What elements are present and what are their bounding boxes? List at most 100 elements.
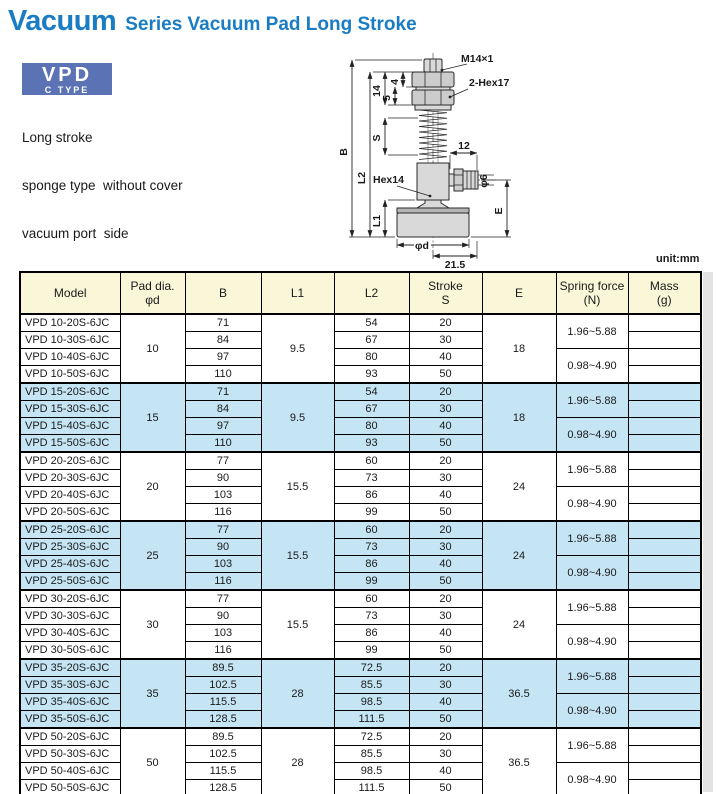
b-cell: 103 (184, 555, 262, 573)
mass-cell (627, 693, 702, 711)
b-cell: 84 (184, 331, 262, 349)
mass-cell (627, 624, 702, 642)
b-cell: 115.5 (184, 762, 262, 780)
model-cell: VPD 10-50S-6JC (19, 365, 121, 384)
model-cell: VPD 35-50S-6JC (19, 710, 121, 729)
model-cell: VPD 25-20S-6JC (19, 520, 121, 539)
dim-label-B: B (338, 148, 350, 156)
stroke-cell: 40 (408, 348, 483, 366)
stroke-cell: 30 (408, 331, 483, 349)
spring-force-cell: 0.98~4.90 (555, 624, 629, 660)
l1-cell: 15.5 (260, 520, 335, 591)
b-cell: 89.5 (184, 727, 262, 746)
table-row: VPD 10-20S-6JC 10 71 9.5 54 20 18 1.96~5.88 (19, 313, 702, 384)
l1-cell: 9.5 (260, 313, 335, 384)
sponge-pad (396, 212, 470, 238)
table-row: VPD 30-50S-6JC 116 99 50 (19, 641, 702, 660)
b-cell: 90 (184, 469, 262, 487)
badge-model-code: VPD (41, 64, 93, 86)
pad-dia-cell: 50 (119, 727, 186, 794)
l2-cell: 72.5 (333, 727, 410, 746)
stroke-cell: 50 (408, 572, 483, 591)
l2-cell: 86 (333, 486, 410, 504)
e-cell: 18 (481, 382, 557, 453)
model-cell: VPD 50-30S-6JC (19, 745, 121, 763)
column-header: Model (19, 271, 121, 315)
mass-cell (627, 555, 702, 573)
fitting-hex-collar (453, 168, 464, 192)
table-row: VPD 50-50S-6JC 128.5 111.5 50 (19, 779, 702, 794)
pad-group: VPD 30-20S-6JC 30 77 15.5 60 20 24 1.96~5.88 VPD… (19, 589, 702, 660)
l2-cell: 86 (333, 555, 410, 573)
page-title: Vacuum Series Vacuum Pad Long Stroke (8, 5, 417, 38)
b-cell: 115.5 (184, 693, 262, 711)
l2-cell: 73 (333, 607, 410, 625)
pad-group: VPD 10-20S-6JC 10 71 9.5 54 20 18 1.96~5.88 VPD … (19, 313, 702, 384)
mass-cell (627, 331, 702, 349)
mass-cell (627, 538, 702, 556)
pad-dia-cell: 20 (119, 451, 186, 522)
table-row: VPD 50-40S-6JC 115.5 98.5 40 0.98~4.90 (19, 762, 702, 794)
series-name: Vacuum (8, 5, 117, 37)
l1-cell: 15.5 (260, 451, 335, 522)
stroke-cell: 30 (408, 745, 483, 763)
b-cell: 77 (184, 451, 262, 470)
table-row: VPD 30-30S-6JC 90 73 30 (19, 607, 702, 625)
pad-dia-cell: 10 (119, 313, 186, 384)
stroke-cell: 20 (408, 727, 483, 746)
dim-label-S: S (371, 134, 383, 141)
column-header: L1 (260, 271, 335, 315)
stroke-cell: 20 (408, 313, 483, 332)
mass-cell (627, 710, 702, 729)
pad-dia-cell: 25 (119, 520, 186, 591)
pad-dia-cell: 35 (119, 658, 186, 729)
mass-cell (627, 313, 702, 332)
l2-cell: 54 (333, 382, 410, 401)
l1-cell: 9.5 (260, 382, 335, 453)
stroke-cell: 30 (408, 538, 483, 556)
leader-dot (428, 194, 432, 198)
l2-cell: 60 (333, 589, 410, 608)
e-cell: 18 (481, 313, 557, 384)
l2-cell: 85.5 (333, 676, 410, 694)
stroke-cell: 50 (408, 710, 483, 729)
e-cell: 36.5 (481, 658, 557, 729)
stroke-cell: 20 (408, 451, 483, 470)
spring-force-cell: 0.98~4.90 (555, 762, 629, 794)
b-cell: 90 (184, 538, 262, 556)
stroke-cell: 40 (408, 762, 483, 780)
l2-cell: 60 (333, 520, 410, 539)
push-in-fitting (462, 170, 479, 190)
column-header: Spring force (N) (555, 271, 629, 315)
mass-cell (627, 469, 702, 487)
spring-force-cell: 0.98~4.90 (555, 693, 629, 729)
stroke-cell: 20 (408, 382, 483, 401)
spring-force-cell: 0.98~4.90 (555, 555, 629, 591)
b-cell: 77 (184, 520, 262, 539)
table-row: VPD 35-40S-6JC 115.5 98.5 40 0.98~4.90 (19, 693, 702, 729)
description-line: sponge type without cover (22, 178, 183, 193)
stroke-cell: 40 (408, 555, 483, 573)
stroke-cell: 50 (408, 779, 483, 794)
column-header: L2 (333, 271, 410, 315)
pad-group: VPD 20-20S-6JC 20 77 15.5 60 20 24 1.96~5.88 VPD… (19, 451, 702, 522)
table-row: VPD 15-30S-6JC 84 67 30 (19, 400, 702, 418)
e-cell: 24 (481, 589, 557, 660)
l2-cell: 73 (333, 469, 410, 487)
model-cell: VPD 25-30S-6JC (19, 538, 121, 556)
spring-force-cell: 1.96~5.88 (555, 727, 629, 763)
mass-cell (627, 607, 702, 625)
table-row: VPD 25-20S-6JC 25 77 15.5 60 20 24 1.96~5.88 (19, 520, 702, 591)
l2-cell: 80 (333, 348, 410, 366)
mass-cell (627, 676, 702, 694)
table-row: VPD 20-40S-6JC 103 86 40 0.98~4.90 (19, 486, 702, 522)
b-cell: 103 (184, 486, 262, 504)
spring-force-cell: 0.98~4.90 (555, 417, 629, 453)
stroke-cell: 50 (408, 503, 483, 522)
b-cell: 128.5 (184, 779, 262, 794)
mass-cell (627, 745, 702, 763)
b-cell: 116 (184, 572, 262, 591)
b-cell: 97 (184, 417, 262, 435)
b-cell: 77 (184, 589, 262, 608)
